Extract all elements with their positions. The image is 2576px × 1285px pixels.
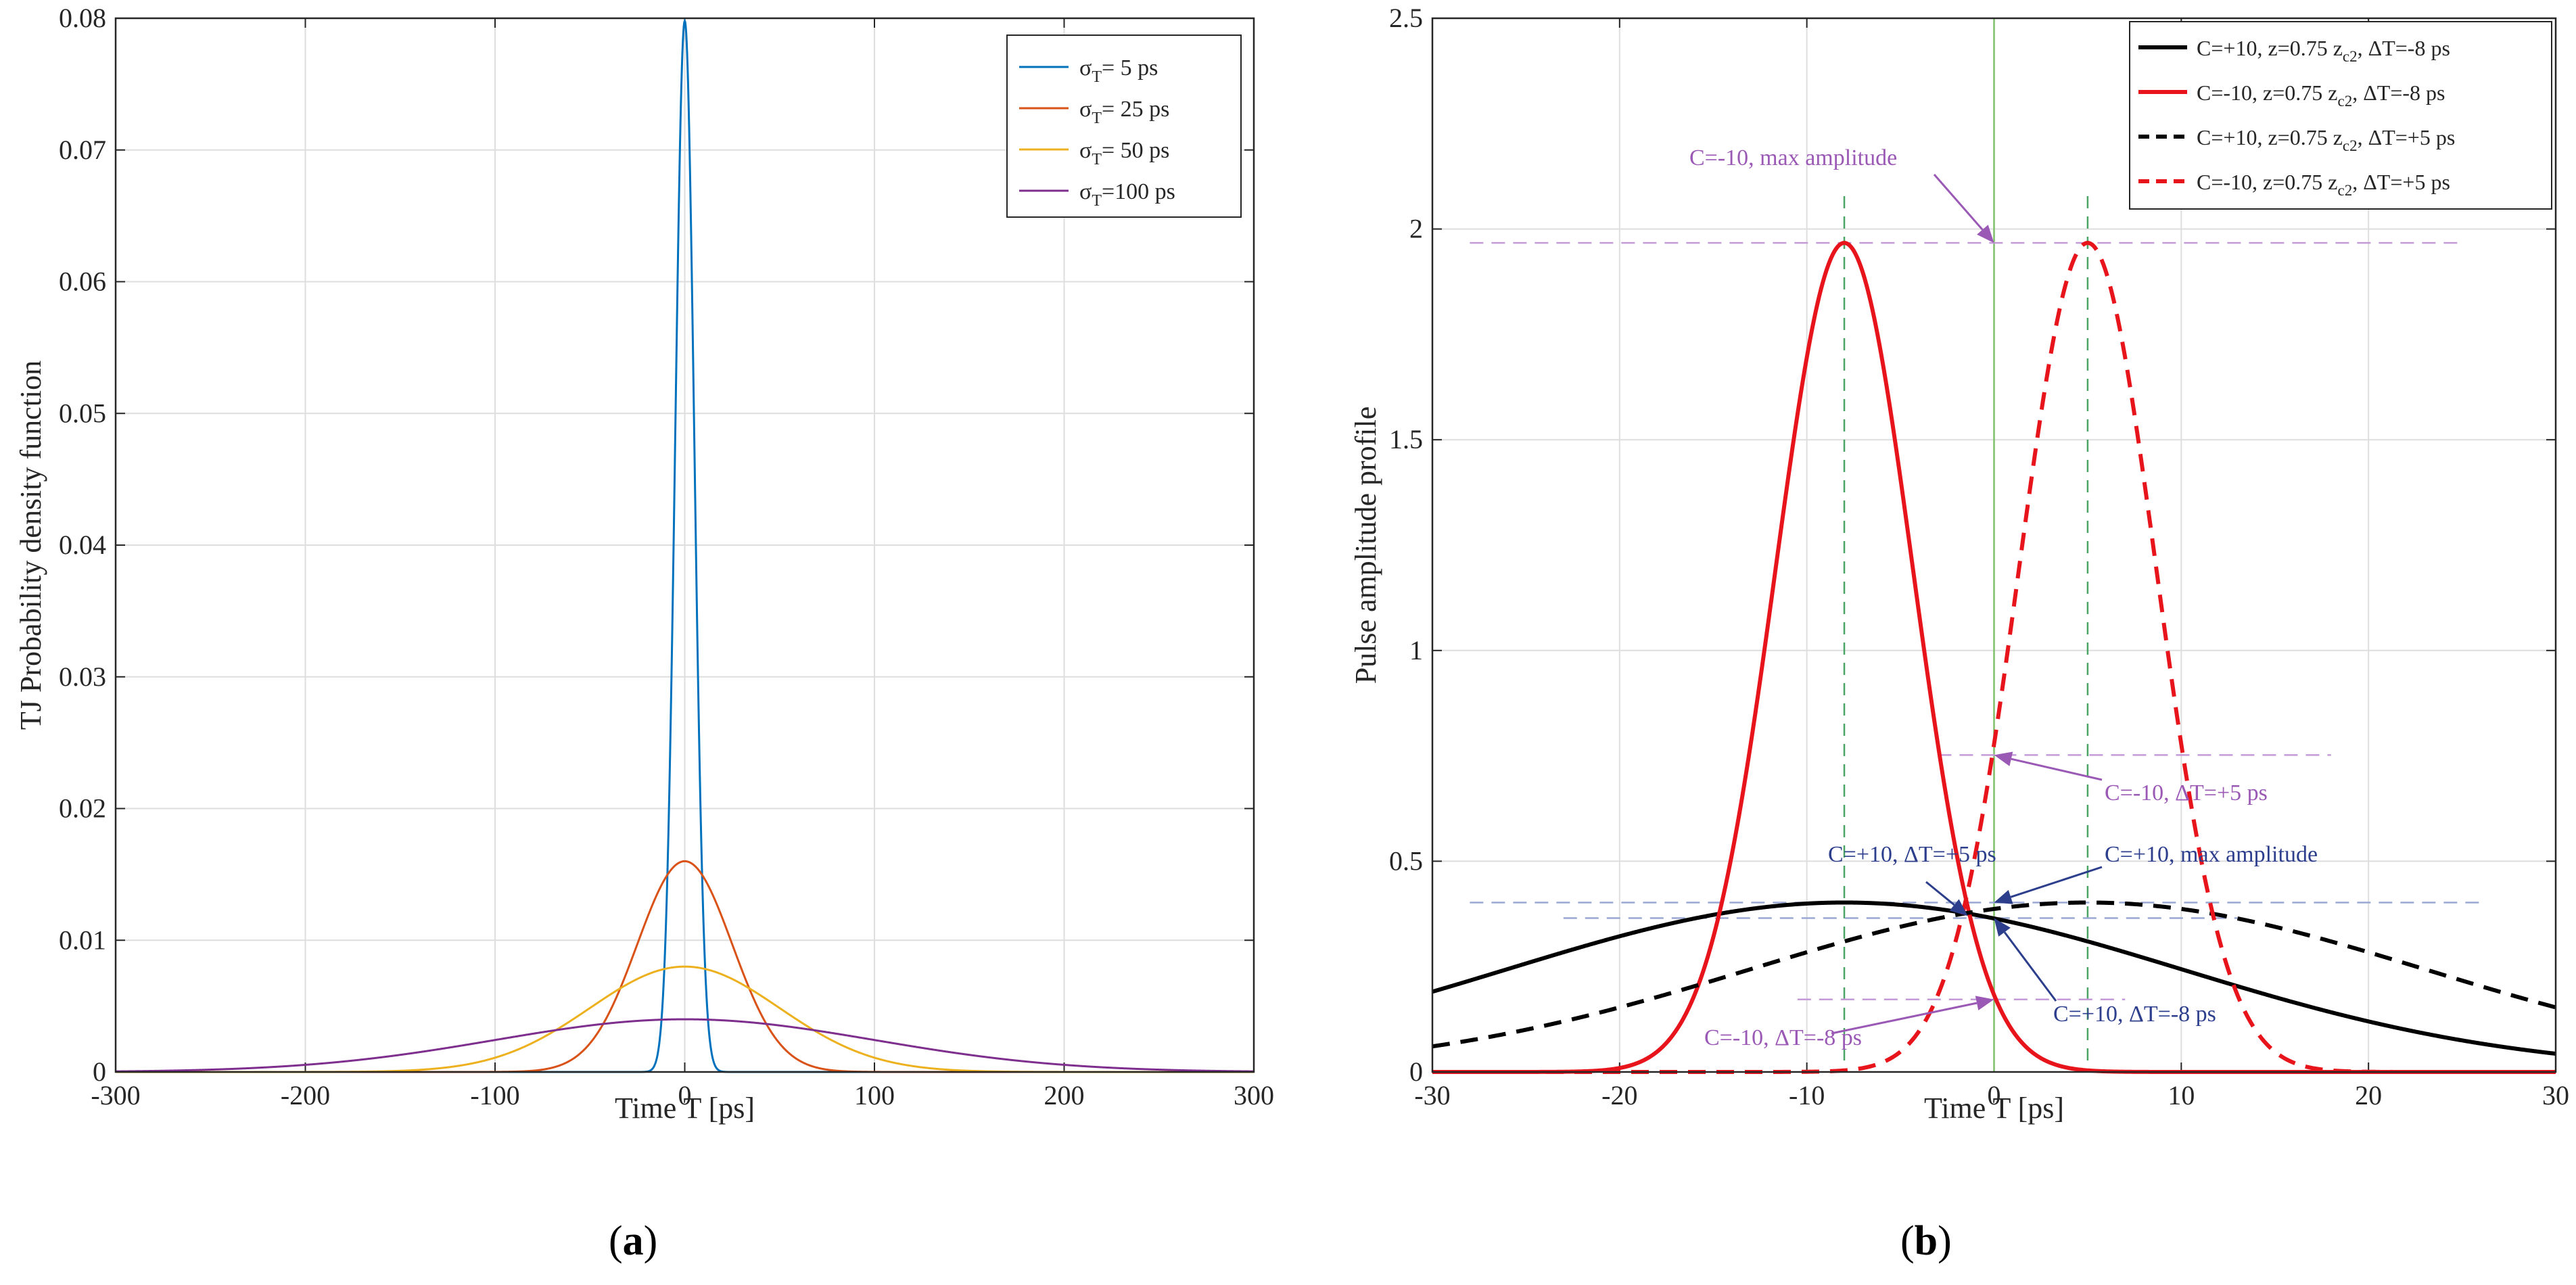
x-tick-label: -10 [1789,1080,1825,1111]
legend-entry: C=-10, z=0.75 zc2, ΔT=+5 ps [2197,170,2450,199]
legend-entry: C=+10, z=0.75 zc2, ΔT=+5 ps [2197,125,2455,154]
annotation-arrowhead [1949,899,1968,916]
legend: C=+10, z=0.75 zc2, ΔT=-8 ps C=-10, z=0.75… [2129,21,2552,210]
legend-box [2129,21,2552,210]
y-axis-label: Pulse amplitude profile [1349,406,1382,684]
x-tick-label: 20 [2355,1080,2382,1111]
legend: σT= 5 ps σT= 25 ps σT= 50 ps σT=100 ps [1006,34,1242,218]
x-tick-label: 300 [1234,1080,1274,1111]
annotation-label: C=+10, max amplitude [2105,842,2318,867]
series-line-3 [1432,900,2556,1049]
y-tick-label: 0 [93,1056,106,1087]
y-tick-label: 0.5 [1389,845,1423,876]
annotation-arrow [1933,174,1984,231]
y-tick-label: 2.5 [1389,3,1423,33]
annotation-3: C=+10, ΔT=+5 ps [1828,842,1996,916]
panel-b-amplitude-chart: -30 -20 -10 0 10 20 30 0 0.5 1 1.5 2 2.5 Time T [ps] P… [1349,3,2569,1125]
x-axis-label: Time T [ps] [615,1092,755,1125]
x-tick-label: -300 [91,1080,140,1111]
y-tick-label: 0.01 [59,925,106,955]
y-tick-label: 0 [1409,1056,1423,1087]
axes-frame [1431,17,2557,1073]
annotation-4: C=+10, max amplitude [1994,842,2318,904]
x-tick-label: -100 [470,1080,519,1111]
legend-entry: C=+10, z=0.75 zc2, ΔT=-8 ps [2197,36,2450,65]
panel-a-pdf-chart: -300 -200 -100 0 100 200 300 0 0.01 0.02 0.03 0.04 0… [14,3,1274,1125]
x-axis-label: Time T [ps] [1924,1092,2064,1125]
annotation-arrowhead [1994,889,2013,904]
y-tick-label: 0.07 [59,135,106,165]
legend-entry: σT=100 ps [1079,179,1175,210]
y-tick-label: 0.08 [59,3,106,33]
legend-entry: σT= 25 ps [1079,97,1169,127]
panel-label-b: (b) [1900,1218,1952,1264]
annotation-arrow [2003,931,2057,1002]
x-tick-label: 0 [678,1080,692,1111]
annotation-label: C=+10, ΔT=+5 ps [1828,842,1996,867]
y-tick-label: 0.02 [59,793,106,824]
y-axis-label: TJ Probability density function [14,360,47,730]
annotation-label: C=-10, ΔT=-8 ps [1704,1025,1862,1050]
annotation-1: C=-10, max amplitude [1689,145,1994,243]
axes-frame [114,17,1255,1073]
annotation-label: C=-10, max amplitude [1689,145,1897,170]
x-tick-label: 30 [2542,1080,2569,1111]
annotation-label: C=-10, ΔT=+5 ps [2105,780,2268,805]
annotation-6: C=+10, ΔT=-8 ps [1994,918,2216,1027]
legend-entry: σT= 5 ps [1079,55,1158,86]
x-tick-label: 100 [854,1080,895,1111]
legend-entry: C=-10, z=0.75 zc2, ΔT=-8 ps [2197,80,2445,110]
y-tick-label: 1.5 [1389,424,1423,454]
y-tick-label: 0.03 [59,661,106,692]
x-tick-label: -200 [281,1080,330,1111]
annotation-5: C=-10, ΔT=-8 ps [1704,996,1994,1050]
x-tick-label: 200 [1044,1080,1085,1111]
y-tick-label: 1 [1409,635,1423,665]
annotation-arrowhead [1994,918,2011,937]
x-tick-label: -20 [1601,1080,1637,1111]
series-line-4 [116,1018,1254,1073]
annotation-arrow [2010,866,2103,898]
annotation-arrow [2011,757,2103,781]
legend-box [1006,34,1242,218]
y-tick-label: 0.04 [59,530,106,560]
annotation-arrow [1831,1002,1977,1035]
x-tick-label: 10 [2168,1080,2195,1111]
x-tick-label: -30 [1414,1080,1450,1111]
panel-label-a: (a) [609,1218,658,1264]
x-tick-label: 0 [1988,1080,2001,1111]
annotation-arrowhead [1977,225,1994,243]
annotation-arrowhead [1994,751,2013,766]
annotation-2: C=-10, ΔT=+5 ps [1994,751,2268,805]
legend-entry: σT= 50 ps [1079,138,1169,168]
annotation-arrowhead [1975,996,1994,1010]
y-tick-label: 2 [1409,214,1423,244]
annotation-label: C=+10, ΔT=-8 ps [2053,1002,2216,1027]
y-tick-label: 0.05 [59,398,106,428]
series-line-1 [1432,900,2556,1056]
annotation-arrow [1925,881,1955,906]
y-tick-label: 0.06 [59,266,106,297]
